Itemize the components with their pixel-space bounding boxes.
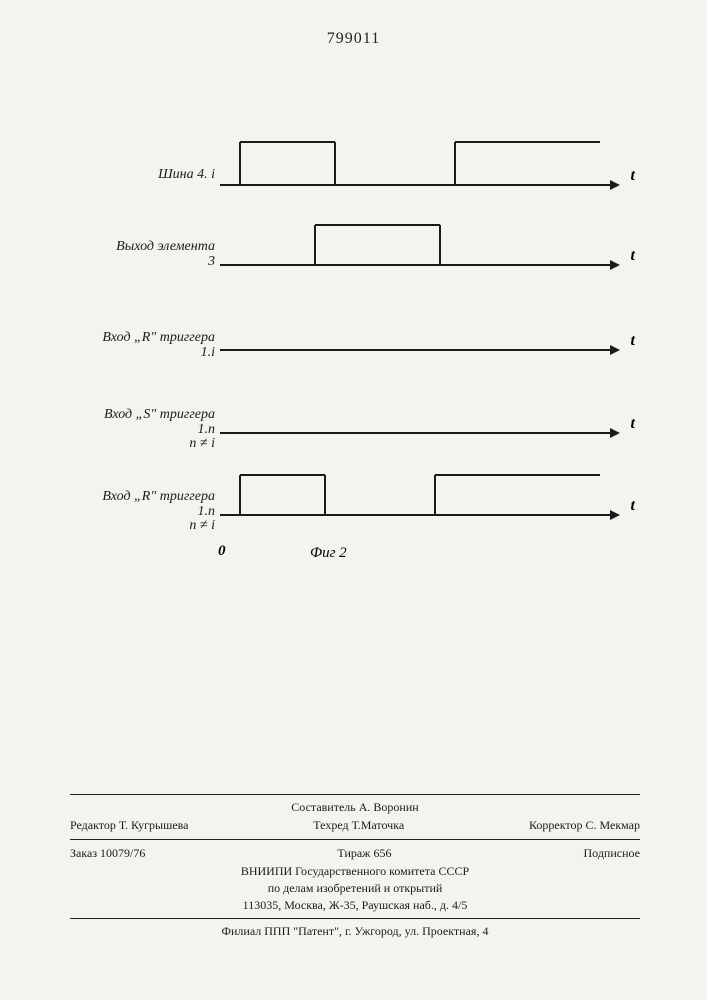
t-axis-label: t: [631, 332, 635, 350]
waveform-svg: [220, 378, 620, 448]
waveform-svg: [220, 210, 620, 280]
signal-row: Выход элемента3t: [90, 210, 630, 280]
waveform-svg: [220, 460, 620, 530]
footer-block: Составитель А. Воронин Редактор Т. Кугры…: [70, 790, 640, 940]
figure-caption: Фиг 2: [310, 545, 347, 562]
waveform-svg: [220, 295, 620, 365]
footer-editor: Редактор Т. Кугрышева: [70, 818, 189, 833]
waveform-svg: [220, 130, 620, 200]
footer-corrector: Корректор С. Мекмар: [529, 818, 640, 833]
signal-label: Вход „S" триггера 1.nn ≠ i: [85, 408, 215, 452]
signal-label: Выход элемента3: [85, 240, 215, 269]
page-number: 799011: [327, 30, 380, 48]
signal-label: Вход „R" триггера 1.nn ≠ i: [85, 490, 215, 534]
footer-org2: по делам изобретений и открытий: [70, 880, 640, 897]
signal-label: Вход „R" триггера 1.i: [85, 331, 215, 360]
footer-branch: Филиал ППП "Патент", г. Ужгород, ул. Про…: [70, 923, 640, 940]
t-axis-label: t: [631, 497, 635, 515]
footer-org1: ВНИИПИ Государственного комитета СССР: [70, 863, 640, 880]
footer-signed: Подписное: [584, 846, 641, 861]
footer-address1: 113035, Москва, Ж-35, Раушская наб., д. …: [70, 897, 640, 914]
signal-row: Вход „R" триггера 1.it: [90, 295, 630, 365]
footer-tirazh: Тираж 656: [337, 846, 391, 861]
signal-row: Вход „R" триггера 1.nn ≠ it: [90, 460, 630, 530]
t-axis-label: t: [631, 415, 635, 433]
footer-order: Заказ 10079/76: [70, 846, 145, 861]
footer-compiler: Составитель А. Воронин: [70, 799, 640, 816]
signal-row: Шина 4. it: [90, 130, 630, 200]
signal-row: Вход „S" триггера 1.nn ≠ it: [90, 378, 630, 448]
signal-label: Шина 4. i: [85, 168, 215, 183]
t-axis-label: t: [631, 247, 635, 265]
timing-diagram: Шина 4. it Выход элемента3t Вход „R" тригг…: [90, 130, 630, 550]
footer-tech: Техред Т.Маточка: [313, 818, 404, 833]
t-axis-label: t: [631, 167, 635, 185]
origin-label: 0: [218, 543, 226, 560]
